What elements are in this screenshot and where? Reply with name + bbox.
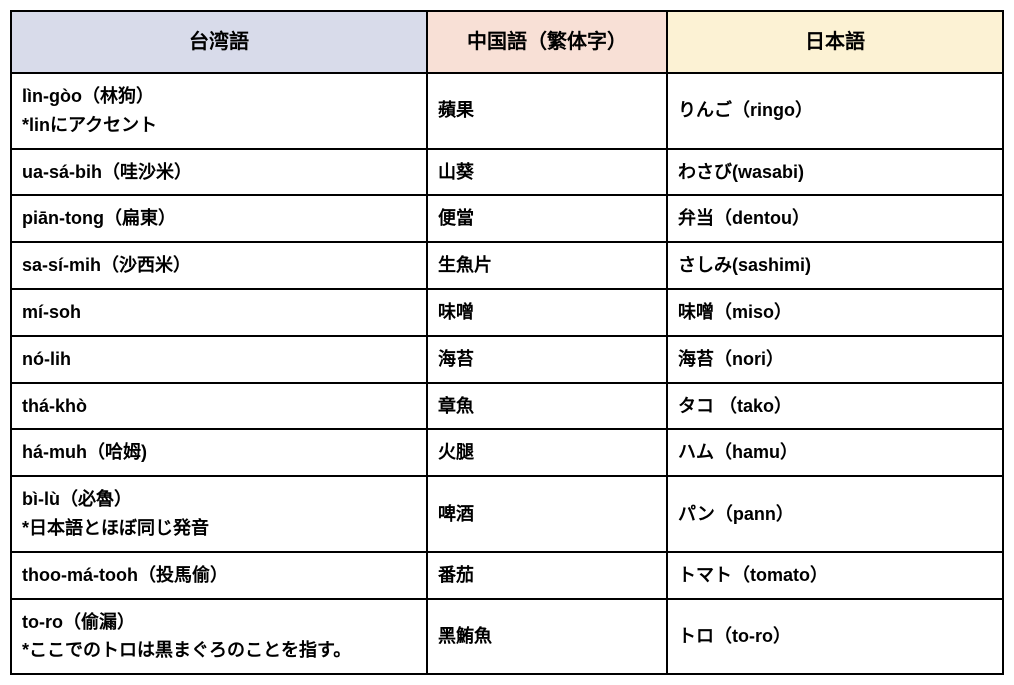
cell-taiwan-note: *ここでのトロは黒まぐろのことを指す。 xyxy=(22,636,416,665)
cell-japanese: りんご（ringo） xyxy=(667,73,1003,149)
cell-japanese: ハム（hamu） xyxy=(667,429,1003,476)
cell-taiwan-text: piān-tong（扁東） xyxy=(22,208,176,228)
column-header-taiwan: 台湾語 xyxy=(11,11,427,73)
cell-chinese: 黑鮪魚 xyxy=(427,599,667,675)
cell-taiwan: bì-lù（必魯） *日本語とほぼ同じ発音 xyxy=(11,476,427,552)
cell-taiwan: sa-sí-mih（沙西米） xyxy=(11,242,427,289)
cell-taiwan-text: bì-lù（必魯） xyxy=(22,489,132,509)
table-row: lìn-gòo（林狗） *linにアクセント蘋果りんご（ringo） xyxy=(11,73,1003,149)
cell-japanese: 味噌（miso） xyxy=(667,289,1003,336)
cell-taiwan: mí-soh xyxy=(11,289,427,336)
cell-chinese: 啤酒 xyxy=(427,476,667,552)
table-row: ua-sá-bih（哇沙米） 山葵わさび(wasabi) xyxy=(11,149,1003,196)
cell-taiwan: ua-sá-bih（哇沙米） xyxy=(11,149,427,196)
cell-chinese: 味噌 xyxy=(427,289,667,336)
cell-taiwan-note: *日本語とほぼ同じ発音 xyxy=(22,514,416,543)
column-header-japanese: 日本語 xyxy=(667,11,1003,73)
cell-chinese: 便當 xyxy=(427,195,667,242)
table-row: bì-lù（必魯） *日本語とほぼ同じ発音啤酒パン（pann） xyxy=(11,476,1003,552)
cell-japanese: さしみ(sashimi) xyxy=(667,242,1003,289)
cell-japanese: トマト（tomato） xyxy=(667,552,1003,599)
cell-japanese: 海苔（nori） xyxy=(667,336,1003,383)
cell-chinese: 番茄 xyxy=(427,552,667,599)
cell-taiwan: piān-tong（扁東） xyxy=(11,195,427,242)
cell-taiwan: nó-lih xyxy=(11,336,427,383)
table-row: to-ro（偷漏） *ここでのトロは黒まぐろのことを指す。黑鮪魚トロ（to-ro） xyxy=(11,599,1003,675)
table-row: thoo-má-tooh（投馬偷） 番茄トマト（tomato） xyxy=(11,552,1003,599)
cell-taiwan-note: *linにアクセント xyxy=(22,111,416,140)
cell-japanese: トロ（to-ro） xyxy=(667,599,1003,675)
cell-chinese: 山葵 xyxy=(427,149,667,196)
cell-taiwan-text: sa-sí-mih（沙西米） xyxy=(22,255,191,275)
cell-chinese: 海苔 xyxy=(427,336,667,383)
cell-chinese: 生魚片 xyxy=(427,242,667,289)
cell-taiwan-text: thoo-má-tooh（投馬偷） xyxy=(22,565,228,585)
cell-taiwan-text: ua-sá-bih（哇沙米） xyxy=(22,162,192,182)
cell-taiwan: há-muh（哈姆) xyxy=(11,429,427,476)
table-row: mí-soh 味噌味噌（miso） xyxy=(11,289,1003,336)
cell-taiwan: to-ro（偷漏） *ここでのトロは黒まぐろのことを指す。 xyxy=(11,599,427,675)
cell-taiwan-text: to-ro（偷漏） xyxy=(22,612,135,632)
table-row: há-muh（哈姆) 火腿ハム（hamu） xyxy=(11,429,1003,476)
cell-chinese: 章魚 xyxy=(427,383,667,430)
cell-taiwan-text: há-muh（哈姆) xyxy=(22,442,147,462)
cell-japanese: わさび(wasabi) xyxy=(667,149,1003,196)
language-comparison-table: 台湾語 中国語（繁体字） 日本語 lìn-gòo（林狗） *linにアクセント蘋果… xyxy=(10,10,1004,675)
table-row: nó-lih 海苔海苔（nori） xyxy=(11,336,1003,383)
table-row: sa-sí-mih（沙西米） 生魚片さしみ(sashimi) xyxy=(11,242,1003,289)
cell-taiwan-text: nó-lih xyxy=(22,349,71,369)
cell-chinese: 火腿 xyxy=(427,429,667,476)
cell-taiwan-text: thá-khò xyxy=(22,396,87,416)
cell-japanese: パン（pann） xyxy=(667,476,1003,552)
cell-japanese: タコ （tako） xyxy=(667,383,1003,430)
cell-taiwan: lìn-gòo（林狗） *linにアクセント xyxy=(11,73,427,149)
table-row: thá-khò 章魚タコ （tako） xyxy=(11,383,1003,430)
cell-taiwan-text: lìn-gòo（林狗） xyxy=(22,86,154,106)
table-header: 台湾語 中国語（繁体字） 日本語 xyxy=(11,11,1003,73)
cell-taiwan-text: mí-soh xyxy=(22,302,81,322)
table-body: lìn-gòo（林狗）*linにアクセント蘋果りんご（ringo）ua-sá-b… xyxy=(11,73,1003,674)
cell-taiwan: thá-khò xyxy=(11,383,427,430)
column-header-chinese: 中国語（繁体字） xyxy=(427,11,667,73)
cell-chinese: 蘋果 xyxy=(427,73,667,149)
table-row: piān-tong（扁東） 便當弁当（dentou） xyxy=(11,195,1003,242)
cell-taiwan: thoo-má-tooh（投馬偷） xyxy=(11,552,427,599)
cell-japanese: 弁当（dentou） xyxy=(667,195,1003,242)
